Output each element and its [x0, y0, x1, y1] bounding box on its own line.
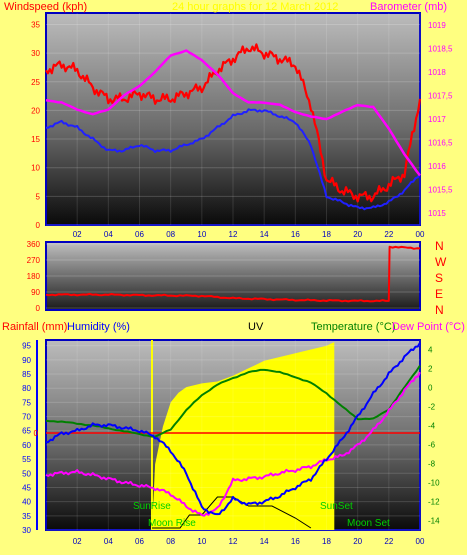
temperature-tick-label: 0 — [428, 384, 433, 393]
humidity-tick-label: 95 — [22, 342, 31, 351]
humidity-tick-label: 90 — [22, 356, 31, 365]
temperature-tick-label: -8 — [428, 460, 436, 469]
bottom-chart-x-tick: 00 — [416, 537, 425, 546]
sunset-label: SunSet — [320, 501, 353, 512]
wind-chart-x-tick: 22 — [384, 230, 393, 239]
temperature-tick-label: -14 — [428, 517, 440, 526]
barometer-tick-label: 1018 — [428, 68, 446, 77]
wind-dir-label-s: S — [435, 271, 444, 285]
temperature-tick-label: -2 — [428, 403, 436, 412]
humidity-tick-label: 45 — [22, 483, 31, 492]
windspeed-tick-label: 35 — [31, 20, 40, 29]
windspeed-tick-label: 20 — [31, 106, 40, 115]
direction-tick-label: 90 — [31, 288, 40, 297]
bottom-chart-x-tick: 02 — [73, 537, 82, 546]
windspeed-tick-label: 25 — [31, 78, 40, 87]
rainfall-tick-label: 0 — [34, 429, 39, 438]
bottom-chart-x-tick: 14 — [260, 537, 269, 546]
wind-chart-x-tick: 00 — [416, 230, 425, 239]
barometer-tick-label: 1018,5 — [428, 44, 453, 53]
barometer-axis-label: Barometer (mb) — [370, 1, 448, 13]
bottom-chart-x-tick: 20 — [353, 537, 362, 546]
barometer-tick-label: 1016,5 — [428, 139, 453, 148]
humidity-tick-label: 65 — [22, 427, 31, 436]
temperature-tick-label: 4 — [428, 346, 433, 355]
temperature-tick-label: -6 — [428, 441, 436, 450]
direction-tick-label: 360 — [27, 240, 41, 249]
bottom-chart-x-tick: 10 — [197, 537, 206, 546]
barometer-tick-label: 1015 — [428, 209, 446, 218]
humidity-tick-label: 40 — [22, 498, 31, 507]
avg-wind-series-line — [45, 108, 421, 211]
humidity-tick-label: 70 — [22, 413, 31, 422]
wind-chart-x-tick: 10 — [197, 230, 206, 239]
temperature-tick-label: -4 — [428, 422, 436, 431]
bottom-chart-x-tick: 16 — [291, 537, 300, 546]
barometer-tick-label: 1017,5 — [428, 91, 453, 100]
barometer-series-line — [45, 49, 421, 177]
wind-dir-label-w: W — [435, 255, 447, 269]
humidity-tick-label: 80 — [22, 384, 31, 393]
temperature-tick-label: 2 — [428, 365, 433, 374]
humidity-series-line — [46, 342, 421, 516]
bottom-chart-x-tick: 22 — [384, 537, 393, 546]
bottom-chart-x-tick: 12 — [229, 537, 238, 546]
windspeed-axis-label: Windspeed (kph) — [4, 1, 88, 13]
sunrise-label: SunRise — [133, 501, 171, 512]
windspeed-tick-label: 5 — [36, 192, 41, 201]
wind-chart-x-tick: 16 — [291, 230, 300, 239]
humidity-tick-label: 55 — [22, 455, 31, 464]
temperature-tick-label: -12 — [428, 498, 440, 507]
dewpoint-axis-label: Dew Point (°C) — [392, 321, 465, 333]
uv-area — [152, 342, 335, 530]
bottom-chart-x-tick: 04 — [104, 537, 113, 546]
bottom-chart-x-tick: 06 — [135, 537, 144, 546]
barometer-tick-label: 1017 — [428, 115, 446, 124]
humidity-tick-label: 85 — [22, 370, 31, 379]
moonset-label: Moon Set — [347, 518, 390, 529]
direction-tick-label: 180 — [27, 272, 41, 281]
dewpoint-series-line — [45, 371, 421, 517]
barometer-tick-label: 1016 — [428, 162, 446, 171]
wind-dir-label-e: E — [435, 287, 444, 301]
chart-title: 24 hour graphs for 12 March 2012 — [172, 1, 339, 13]
barometer-tick-label: 1015,5 — [428, 186, 453, 195]
barometer-tick-label: 1019 — [428, 21, 446, 30]
windspeed-tick-label: 30 — [31, 49, 40, 58]
humidity-axis-label: Humidity (%) — [67, 321, 130, 333]
windspeed-tick-label: 10 — [31, 164, 40, 173]
bottom-chart-x-tick: 18 — [322, 537, 331, 546]
windspeed-tick-label: 0 — [36, 221, 41, 230]
direction-tick-label: 270 — [27, 256, 41, 265]
humidity-tick-label: 75 — [22, 398, 31, 407]
direction-chart-plot-area — [45, 241, 421, 311]
windspeed-tick-label: 15 — [31, 135, 40, 144]
wind-direction-line — [45, 245, 421, 303]
temperature-series-line — [45, 365, 421, 438]
gust-series-line — [45, 43, 422, 203]
temperature-tick-label: -10 — [428, 479, 440, 488]
wind-chart-x-tick: 06 — [135, 230, 144, 239]
wind-chart-x-tick: 14 — [260, 230, 269, 239]
wind-chart-x-tick: 08 — [166, 230, 175, 239]
humidity-tick-label: 35 — [22, 512, 31, 521]
bottom-chart-x-tick: 08 — [166, 537, 175, 546]
direction-tick-label: 0 — [36, 304, 41, 313]
wind-chart-x-tick: 12 — [229, 230, 238, 239]
wind-dir-label-n2: N — [435, 303, 444, 317]
temperature-axis-label: Temperature (°C) — [311, 321, 396, 333]
humidity-tick-label: 60 — [22, 441, 31, 450]
wind-dir-label-n: N — [435, 239, 444, 253]
moonrise-label: Moon Rise — [148, 518, 196, 529]
uv-axis-label: UV — [248, 321, 264, 333]
humidity-tick-label: 30 — [22, 526, 31, 535]
rainfall-axis-label: Rainfall (mm) — [2, 321, 68, 333]
wind-chart-x-tick: 02 — [73, 230, 82, 239]
wind-chart-plot-area — [45, 12, 421, 226]
wind-chart-x-tick: 18 — [322, 230, 331, 239]
wind-chart-x-tick: 20 — [353, 230, 362, 239]
humidity-tick-label: 50 — [22, 469, 31, 478]
wind-chart-x-tick: 04 — [104, 230, 113, 239]
